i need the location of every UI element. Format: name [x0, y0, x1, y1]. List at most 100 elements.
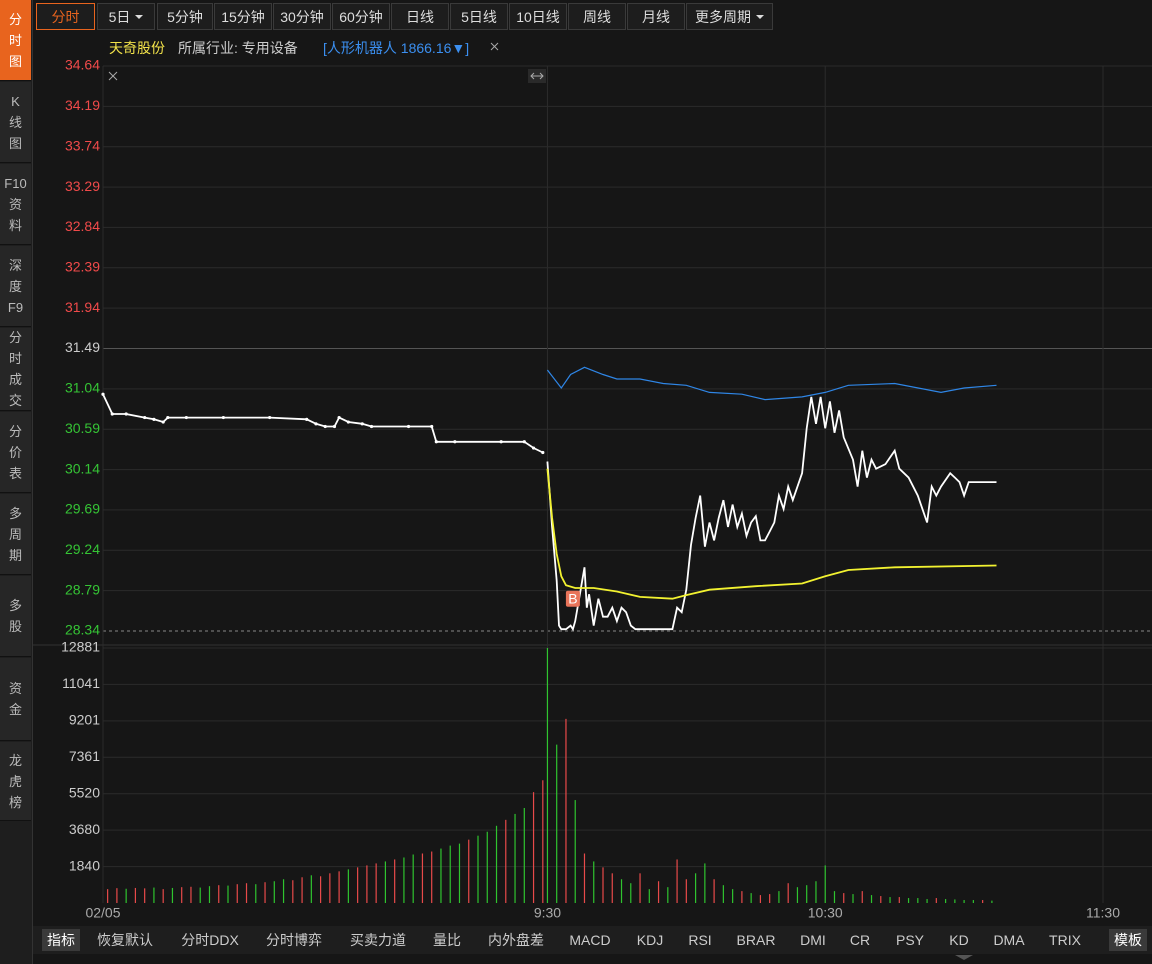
indicator-tab[interactable]: 内外盘差: [488, 932, 544, 948]
y-tick-label: 31.04: [65, 380, 100, 396]
price-point: [323, 424, 327, 429]
indicator-tab[interactable]: KD: [949, 932, 969, 948]
sidebar-item[interactable]: F10 资料: [0, 164, 31, 245]
price-point: [161, 420, 165, 424]
indicator-tab[interactable]: 恢复默认: [97, 932, 153, 948]
volume-tick-label: 11041: [62, 675, 100, 691]
y-tick-label: 30.14: [65, 460, 100, 476]
sidebar-item[interactable]: 分时图: [0, 0, 31, 81]
period-label: 5分钟: [167, 8, 203, 25]
y-tick-label: 33.29: [65, 178, 100, 194]
price-point: [541, 450, 545, 455]
price-point: [531, 446, 536, 450]
y-tick-label: 32.39: [65, 258, 100, 274]
period-label: 30分钟: [280, 8, 324, 25]
period-button[interactable]: 60分钟: [332, 3, 390, 30]
indicator-tab[interactable]: CR: [849, 932, 871, 948]
price-point: [499, 440, 503, 444]
indicator-tab[interactable]: DMI: [800, 932, 826, 948]
sidebar: 分时图 K 线图 F10 资料深度 F9 分时成交分价表多周期多股资金龙虎榜: [0, 0, 33, 964]
price-point: [346, 420, 350, 424]
volume-tick-label: 12881: [61, 639, 100, 655]
price-point: [152, 417, 156, 421]
period-button[interactable]: 10日线: [509, 3, 567, 30]
price-point: [522, 440, 526, 444]
sidebar-item[interactable]: 分时成交: [0, 328, 31, 411]
sidebar-item[interactable]: 多股: [0, 576, 31, 657]
stock-name[interactable]: 天奇股份: [109, 40, 165, 56]
indicator-tab[interactable]: KDJ: [636, 932, 664, 948]
price-point: [305, 417, 309, 421]
x-tick-label: 02/05: [85, 905, 120, 921]
indicator-tab[interactable]: 分时DDX: [181, 932, 239, 948]
indicator-tab[interactable]: MACD: [569, 932, 611, 948]
indicator-tab[interactable]: TRIX: [1049, 932, 1081, 948]
volume-tick-label: 1840: [69, 857, 100, 873]
period-label: 60分钟: [339, 8, 383, 25]
period-button[interactable]: 5日线: [450, 3, 508, 30]
x-tick-label: 11:30: [1086, 905, 1120, 921]
x-tick-label: 9:30: [534, 905, 561, 921]
period-button[interactable]: 15分钟: [214, 3, 272, 30]
indicator-tab[interactable]: DMA: [993, 932, 1025, 948]
period-label: 15分钟: [221, 8, 265, 25]
y-tick-label: 28.34: [65, 622, 100, 638]
period-button[interactable]: 30分钟: [273, 3, 331, 30]
template-button[interactable]: 模板: [1109, 929, 1147, 951]
indicator-tab[interactable]: 分时博弈: [266, 932, 322, 948]
price-point: [143, 415, 147, 420]
sidebar-item[interactable]: 资金: [0, 658, 31, 741]
y-tick-label: 34.64: [65, 57, 100, 73]
period-button[interactable]: 更多周期: [686, 3, 773, 30]
indicator-tab[interactable]: 量比: [433, 932, 461, 948]
price-point: [166, 415, 170, 420]
indicator-tab[interactable]: RSI: [688, 932, 712, 948]
trade-marker-label: B: [568, 590, 577, 606]
price-point: [101, 392, 105, 396]
volume-tick-label: 7361: [69, 748, 100, 764]
period-button[interactable]: 月线: [627, 3, 685, 30]
price-point: [110, 412, 114, 416]
y-tick-label: 28.79: [65, 581, 100, 597]
indicator-tab[interactable]: BRAR: [736, 932, 776, 948]
price-point: [337, 415, 341, 420]
info-close[interactable]: [490, 42, 499, 51]
y-tick-label: 30.59: [65, 420, 100, 436]
sidebar-item[interactable]: 深度 F9: [0, 246, 31, 327]
sidebar-item[interactable]: 分价表: [0, 412, 31, 493]
price-point: [124, 412, 128, 416]
period-button[interactable]: 日线: [391, 3, 449, 30]
sidebar-item[interactable]: 龙虎榜: [0, 742, 31, 821]
volume-tick-label: 9201: [69, 712, 100, 728]
collapse-icon[interactable]: [528, 69, 546, 83]
y-tick-label: 33.74: [65, 137, 100, 153]
sector[interactable]: [人形机器人 1866.16▼]: [323, 40, 470, 56]
price-point: [314, 422, 318, 426]
period-button[interactable]: 周线: [568, 3, 626, 30]
period-label: 5日线: [461, 8, 497, 25]
indicator-tab[interactable]: 买卖力道: [350, 932, 406, 948]
sidebar-item[interactable]: 多周期: [0, 494, 31, 575]
y-tick-label: 31.49: [65, 339, 100, 355]
trade-marker: [565, 590, 580, 607]
y-tick-label: 31.94: [65, 299, 100, 315]
indicator-tab[interactable]: 指标: [42, 929, 80, 951]
price-point: [332, 424, 337, 429]
price-line: [546, 468, 997, 600]
scroll-handle[interactable]: [955, 955, 973, 960]
y-tick-label: 34.19: [65, 97, 100, 113]
indicator-tab[interactable]: PSY: [895, 932, 925, 948]
period-button[interactable]: 分时: [36, 3, 95, 30]
industry: 所属行业: 专用设备: [178, 40, 298, 56]
close-icon[interactable]: [108, 71, 118, 81]
period-label: 5日: [108, 8, 131, 25]
period-button[interactable]: 5分钟: [157, 3, 213, 30]
period-button[interactable]: 5日: [97, 3, 155, 30]
y-tick-label: 32.84: [65, 218, 100, 234]
period-label: 月线: [642, 8, 670, 25]
price-point: [453, 440, 457, 444]
price-point: [430, 424, 434, 429]
